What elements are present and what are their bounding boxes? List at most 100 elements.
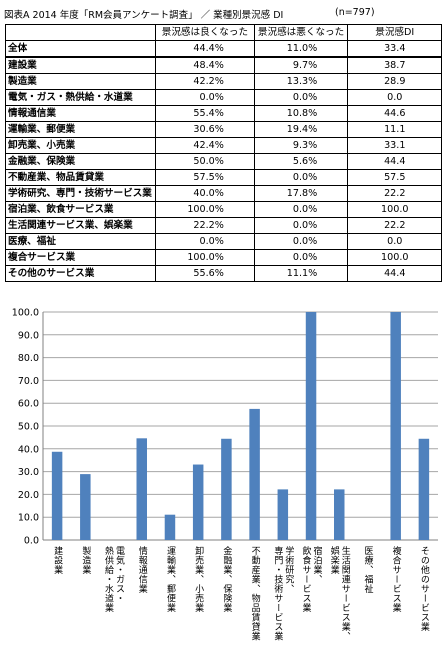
table-row: 金融業、保険業 50.0% 5.6% 44.4 bbox=[5, 153, 443, 170]
di-cell: 38.7 bbox=[347, 56, 443, 74]
row-label: 不動産業、物品賃貸業 bbox=[5, 169, 156, 186]
category-label: 不動産業、物品賃貸業 bbox=[250, 546, 261, 642]
table-row: 学術研究、専門・技術サービス業 40.0% 17.8% 22.2 bbox=[5, 185, 443, 202]
good-cell: 42.4% bbox=[154, 137, 255, 154]
category-label: 専門・技術サービス業 bbox=[272, 545, 283, 642]
bar bbox=[51, 451, 63, 540]
di-cell: 28.9 bbox=[347, 73, 443, 90]
bar bbox=[136, 438, 147, 540]
y-tick-label: 60.0 bbox=[18, 399, 39, 410]
category-label: 電気・ガス・ bbox=[114, 546, 125, 603]
row-label: 生活関連サービス業、娯楽業 bbox=[5, 217, 156, 234]
bad-cell: 10.8% bbox=[253, 105, 349, 122]
bad-cell: 0.0% bbox=[253, 169, 349, 186]
bar bbox=[418, 438, 430, 540]
di-cell: 44.4 bbox=[347, 153, 443, 170]
di-cell: 33.4 bbox=[347, 40, 443, 58]
chart-header: 図表A 2014 年度「RM会員アンケート調査」 ／ 業種別景況感 DI (n=… bbox=[4, 4, 440, 22]
category-label: 飲食サービス業 bbox=[301, 545, 312, 613]
category-label: 卸売業、小売業 bbox=[193, 545, 204, 613]
y-tick-label: 80.0 bbox=[18, 353, 39, 364]
good-cell: 40.0% bbox=[154, 185, 255, 202]
good-cell: 30.6% bbox=[154, 121, 255, 138]
bad-cell: 0.0% bbox=[253, 89, 349, 106]
row-label: 宿泊業、飲食サービス業 bbox=[5, 201, 156, 218]
good-cell: 22.2% bbox=[154, 217, 255, 234]
y-tick-label: 50.0 bbox=[18, 422, 39, 433]
good-cell: 50.0% bbox=[154, 153, 255, 170]
bad-cell: 0.0% bbox=[253, 233, 349, 250]
table-row: 全体 44.4% 11.0% 33.4 bbox=[5, 40, 443, 58]
good-cell: 0.0% bbox=[154, 89, 255, 106]
row-label: その他のサービス業 bbox=[5, 265, 156, 282]
bad-cell: 0.0% bbox=[253, 201, 349, 218]
di-cell: 0.0 bbox=[347, 89, 443, 106]
category-label: 情報通信業 bbox=[137, 545, 148, 594]
row-label: 卸売業、小売業 bbox=[5, 137, 156, 154]
good-cell: 100.0% bbox=[154, 201, 255, 218]
di-cell: 57.5 bbox=[347, 169, 443, 186]
category-label: 建設業 bbox=[52, 545, 63, 575]
column-header: 景況感は良くなった bbox=[154, 24, 255, 41]
di-cell: 44.4 bbox=[347, 265, 443, 282]
di-cell: 22.2 bbox=[347, 217, 443, 234]
bad-cell: 11.0% bbox=[253, 40, 349, 58]
column-header bbox=[5, 24, 156, 41]
bad-cell: 9.7% bbox=[253, 56, 349, 74]
table-row: その他のサービス業 55.6% 11.1% 44.4 bbox=[5, 265, 443, 282]
row-label: 電気・ガス・熱供給・水道業 bbox=[5, 89, 156, 106]
y-tick-label: 30.0 bbox=[18, 467, 39, 478]
row-label: 製造業 bbox=[5, 73, 156, 90]
category-label: 金融業、保険業 bbox=[221, 545, 232, 613]
row-label: 情報通信業 bbox=[5, 105, 156, 122]
page-title: 図表A 2014 年度「RM会員アンケート調査」 ／ 業種別景況感 DI bbox=[4, 10, 284, 21]
y-tick-label: 0.0 bbox=[24, 536, 39, 547]
bar bbox=[192, 464, 204, 540]
y-tick-label: 10.0 bbox=[18, 513, 39, 524]
y-tick-label: 20.0 bbox=[18, 490, 39, 501]
category-label: 熱供給・水道業 bbox=[103, 545, 114, 613]
table-row: 生活関連サービス業、娯楽業 22.2% 0.0% 22.2 bbox=[5, 217, 443, 234]
row-label: 医療、福祉 bbox=[5, 233, 156, 250]
category-label: 生活関連サービス業、 bbox=[340, 545, 351, 641]
di-cell: 33.1 bbox=[347, 137, 443, 154]
di-bar-chart: 0.0 10.0 20.0 30.0 40.0 50.0 60.0 70.0 80.0 90.0 1… bbox=[12, 308, 438, 642]
table-header-row: 景況感は良くなった 景況感は悪くなった 景況感DI bbox=[5, 24, 443, 41]
bar bbox=[164, 514, 176, 540]
row-label: 学術研究、専門・技術サービス業 bbox=[5, 185, 156, 202]
y-tick-label: 90.0 bbox=[18, 330, 39, 341]
good-cell: 0.0% bbox=[154, 233, 255, 250]
good-cell: 55.6% bbox=[154, 265, 255, 282]
good-cell: 42.2% bbox=[154, 73, 255, 90]
bar bbox=[390, 312, 401, 540]
table-row: 運輸業、郵便業 30.6% 19.4% 11.1 bbox=[5, 121, 443, 138]
good-cell: 55.4% bbox=[154, 105, 255, 122]
bar bbox=[249, 408, 260, 540]
y-tick-label: 100.0 bbox=[12, 308, 39, 319]
bad-cell: 19.4% bbox=[253, 121, 349, 138]
table-row: 情報通信業 55.4% 10.8% 44.6 bbox=[5, 105, 443, 122]
table-row: 不動産業、物品賃貸業 57.5% 0.0% 57.5 bbox=[5, 169, 443, 186]
good-cell: 57.5% bbox=[154, 169, 255, 186]
bar bbox=[305, 312, 317, 540]
table-row: 宿泊業、飲食サービス業 100.0% 0.0% 100.0 bbox=[5, 201, 443, 218]
bar bbox=[221, 438, 232, 540]
bad-cell: 11.1% bbox=[253, 265, 349, 282]
good-cell: 100.0% bbox=[154, 249, 255, 266]
category-label: 製造業 bbox=[80, 545, 91, 575]
bad-cell: 9.3% bbox=[253, 137, 349, 154]
bar bbox=[334, 489, 345, 540]
table-row: 医療、福祉 0.0% 0.0% 0.0 bbox=[5, 233, 443, 250]
category-label: 運輸業、郵便業 bbox=[165, 546, 176, 613]
bad-cell: 5.6% bbox=[253, 153, 349, 170]
category-label: 娯楽業 bbox=[329, 545, 340, 575]
table-row: 電気・ガス・熱供給・水道業 0.0% 0.0% 0.0 bbox=[5, 89, 443, 106]
di-cell: 11.1 bbox=[347, 121, 443, 138]
category-label: その他のサービス業 bbox=[419, 546, 430, 632]
di-table: 景況感は良くなった 景況感は悪くなった 景況感DI 全体 44.4% 11.0% 33… bbox=[5, 24, 443, 282]
table-row: 製造業 42.2% 13.3% 28.9 bbox=[5, 73, 443, 90]
row-label: 建設業 bbox=[5, 56, 156, 74]
bar bbox=[277, 489, 289, 540]
column-header: 景況感は悪くなった bbox=[253, 24, 349, 41]
di-cell: 100.0 bbox=[347, 249, 443, 266]
